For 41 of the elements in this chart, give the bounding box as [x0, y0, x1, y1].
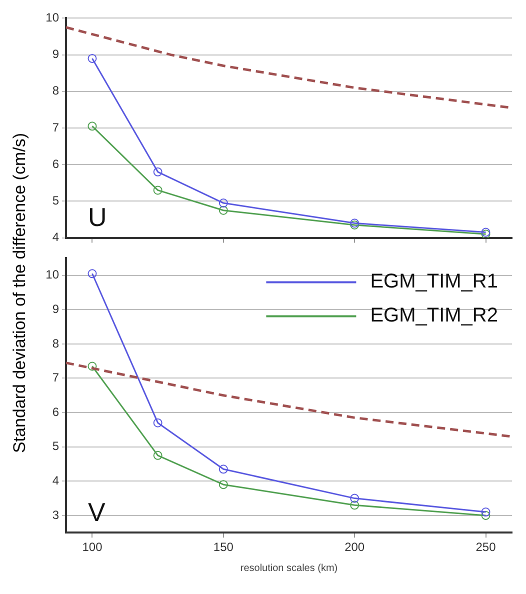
annotation: V	[88, 496, 106, 527]
annotation: U	[88, 202, 107, 232]
point	[88, 362, 97, 371]
y-tick-label: 6	[52, 156, 60, 171]
y-tick-label: 3	[52, 508, 60, 522]
point	[153, 167, 162, 176]
y-tick-label: 6	[52, 404, 60, 419]
point	[218, 198, 228, 208]
x-tick-label: 200	[344, 540, 365, 554]
y-tick-label: 8	[52, 84, 60, 98]
x-axis-title: resolution scales (km)	[240, 562, 338, 574]
x-tick-label: 250	[476, 540, 496, 554]
point	[218, 464, 228, 474]
y-tick-label: 7	[52, 370, 60, 385]
y-tick-label: 4	[52, 230, 60, 244]
point	[218, 206, 228, 215]
point	[88, 122, 97, 131]
point	[350, 500, 360, 510]
y-tick-label: 10	[46, 268, 60, 282]
point	[153, 450, 162, 460]
y-tick-label: 9	[52, 302, 60, 316]
point	[218, 480, 228, 490]
y-tick-label: 4	[52, 473, 60, 488]
y-tick-label: 5	[52, 439, 60, 454]
legend-label: EGM_TIM_R1	[370, 270, 498, 293]
point	[153, 418, 162, 428]
y-tick-label: 8	[52, 336, 60, 350]
x-tick-label: 150	[213, 540, 234, 554]
legend-label: EGM_TIM_R2	[370, 304, 498, 327]
y-tick-label: 9	[52, 47, 60, 62]
y-tick-label: 10	[46, 10, 60, 25]
point	[481, 510, 490, 520]
point	[153, 186, 162, 195]
y-tick-label: 7	[52, 120, 60, 134]
y-tick-label: 5	[52, 194, 60, 208]
point	[350, 494, 360, 503]
point	[88, 269, 97, 278]
x-tick-label: 100	[82, 540, 103, 554]
point	[88, 54, 97, 63]
point	[481, 508, 490, 517]
y-axis-title: Standard deviation of the difference (cm/s)	[10, 132, 30, 454]
